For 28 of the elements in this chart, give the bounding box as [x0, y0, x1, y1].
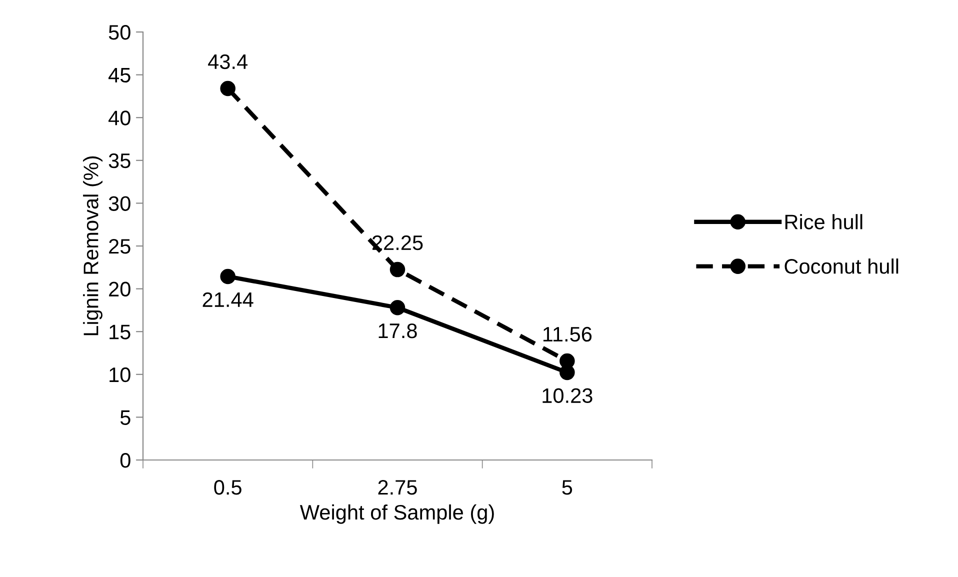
- y-tick-label: 30: [108, 196, 130, 211]
- point: [390, 262, 406, 278]
- y-tick-label: 20: [109, 282, 130, 297]
- y-tick-label: 0: [120, 453, 130, 468]
- x-tick-label: 2.75: [378, 480, 417, 495]
- y-tick-label: 15: [110, 324, 130, 340]
- y-axis-title: Lignin Removal (%): [83, 156, 102, 336]
- data-label: 10.23: [542, 388, 592, 404]
- point: [220, 268, 236, 284]
- y-tick-label: 35: [108, 153, 130, 168]
- point: [560, 353, 575, 369]
- data-label: 17.8: [378, 323, 417, 338]
- data-label: 43.4: [208, 54, 248, 70]
- point: [390, 300, 406, 316]
- y-tick-label: 40: [108, 110, 130, 126]
- y-tick-label: 25: [109, 239, 130, 254]
- y-tick-label: 5: [120, 410, 130, 425]
- x-tick-label: 0.5: [214, 480, 242, 495]
- data-label: 21.44: [202, 292, 254, 307]
- data-label: 11.56: [543, 326, 592, 342]
- legend-label: Rice hull: [785, 214, 862, 230]
- x-axis-title: Weight of Sample (g): [300, 504, 494, 524]
- legend-label: Coconut hull: [784, 258, 898, 274]
- y-tick-label: 10: [110, 367, 130, 382]
- y-tick-label: 45: [108, 68, 130, 83]
- x-tick-label: 5: [562, 480, 572, 495]
- y-tick-label: 50: [108, 25, 130, 40]
- point: [220, 80, 236, 96]
